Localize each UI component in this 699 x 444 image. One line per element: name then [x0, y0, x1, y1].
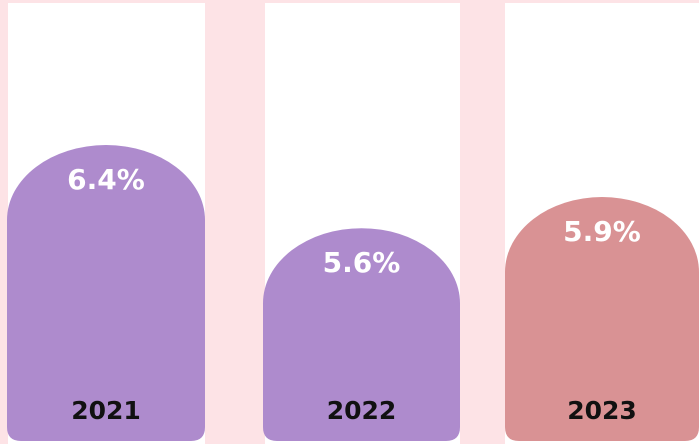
category-label: 2022: [327, 396, 397, 425]
category-label: 2021: [71, 396, 141, 425]
value-label: 6.4%: [67, 163, 145, 196]
value-label: 5.6%: [323, 246, 401, 279]
category-label: 2023: [567, 396, 637, 425]
value-label: 5.9%: [563, 215, 641, 248]
bar: [7, 145, 205, 441]
bar: [505, 197, 699, 441]
bar: [263, 228, 460, 441]
